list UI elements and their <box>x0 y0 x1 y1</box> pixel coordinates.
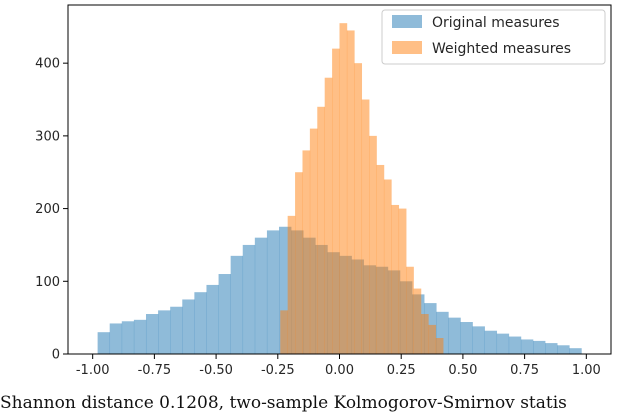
histogram-bar-series-1-bin-5 <box>317 106 325 355</box>
histogram-bar-series-1-bin-20 <box>428 324 437 354</box>
histogram-bar-series-0-bin-4 <box>145 314 159 354</box>
histogram-bar-series-1-bin-11 <box>361 99 370 354</box>
histogram-bar-series-0-bin-11 <box>230 255 244 354</box>
histogram-bar-series-1-bin-18 <box>413 288 422 354</box>
legend-label-original: Original measures <box>432 15 560 31</box>
histogram-bars <box>97 23 582 355</box>
x-tick-label: -1.00 <box>76 363 110 378</box>
histogram-bar-series-0-bin-12 <box>242 244 256 354</box>
histogram-bar-series-0-bin-37 <box>545 343 558 354</box>
legend-swatch-weighted <box>392 41 422 54</box>
histogram-bar-series-1-bin-15 <box>391 204 400 354</box>
legend-box <box>381 9 606 65</box>
histogram-bar-series-0-bin-35 <box>520 339 534 354</box>
legend-swatch-original <box>392 15 422 28</box>
histogram-bar-series-0-bin-7 <box>182 299 195 354</box>
histogram-bar-series-1-bin-21 <box>435 338 444 354</box>
histogram-bar-series-0-bin-13 <box>254 237 268 354</box>
x-tick-label: 0.00 <box>325 363 354 378</box>
x-axis-ticks: -1.00 -0.75 -0.50 -0.25 0.00 0.25 0.50 0.75 1.00 <box>76 354 601 378</box>
y-tick-label: 0 <box>52 348 60 363</box>
histogram-bar-series-0-bin-33 <box>496 333 510 354</box>
y-tick-label: 100 <box>35 275 60 290</box>
histogram-bar-series-0-bin-5 <box>158 310 171 354</box>
x-tick-label: 0.25 <box>387 363 416 378</box>
histogram-bar-series-0-bin-1 <box>109 323 123 354</box>
histogram-bar-series-1-bin-7 <box>332 48 340 354</box>
histogram-bar-series-1-bin-9 <box>346 30 355 355</box>
y-tick-label: 300 <box>35 129 60 144</box>
histogram-bar-series-0-bin-34 <box>508 336 522 354</box>
x-tick-label: -0.75 <box>138 363 172 378</box>
histogram-bar-series-1-bin-12 <box>369 135 377 354</box>
x-tick-label: -0.25 <box>261 363 295 378</box>
histogram-bar-series-1-bin-1 <box>287 215 296 354</box>
histogram-bar-series-1-bin-10 <box>354 63 363 355</box>
histogram-bar-series-1-bin-17 <box>406 266 414 354</box>
x-tick-label: 1.00 <box>572 363 601 378</box>
y-tick-label: 200 <box>35 202 60 217</box>
histogram-bar-series-0-bin-14 <box>266 230 280 354</box>
x-tick-label: 0.50 <box>448 363 477 378</box>
histogram-bar-series-0-bin-9 <box>206 284 219 354</box>
histogram-bar-series-1-bin-0 <box>280 310 288 354</box>
histogram-bar-series-0-bin-30 <box>460 322 473 354</box>
histogram-bar-series-0-bin-29 <box>448 317 461 354</box>
y-axis-ticks: 0 100 200 300 400 <box>35 57 68 363</box>
histogram-bar-series-0-bin-31 <box>472 326 485 354</box>
histogram-bar-series-0-bin-3 <box>133 319 147 354</box>
legend: Original measures Weighted measures <box>381 9 606 65</box>
histogram-bar-series-0-bin-38 <box>557 345 570 354</box>
legend-label-weighted: Weighted measures <box>432 41 571 57</box>
y-tick-label: 400 <box>35 57 60 72</box>
histogram-bar-series-0-bin-8 <box>194 292 207 354</box>
histogram-bar-series-1-bin-13 <box>376 164 385 354</box>
histogram-bar-series-0-bin-36 <box>533 340 546 354</box>
histogram-bar-series-0-bin-6 <box>170 306 183 354</box>
histogram-bar-series-1-bin-2 <box>295 172 303 354</box>
histogram-bar-series-1-bin-3 <box>302 150 311 354</box>
histogram-bar-series-1-bin-16 <box>398 208 407 354</box>
histogram-bar-series-1-bin-6 <box>324 77 333 354</box>
histogram-bar-series-1-bin-4 <box>309 128 318 354</box>
histogram-bar-series-0-bin-2 <box>121 321 135 354</box>
histogram-bar-series-0-bin-0 <box>97 332 111 354</box>
x-tick-label: 0.75 <box>510 363 539 378</box>
histogram-bar-series-1-bin-19 <box>420 314 429 354</box>
histogram-bar-series-1-bin-14 <box>383 179 392 354</box>
histogram-bar-series-0-bin-10 <box>218 274 231 354</box>
figure-caption: Shannon distance 0.1208, two-sample Kolm… <box>0 393 567 413</box>
histogram-bar-series-0-bin-39 <box>569 348 582 354</box>
histogram-bar-series-0-bin-32 <box>484 330 498 354</box>
x-tick-label: -0.50 <box>199 363 233 378</box>
histogram-bar-series-1-bin-8 <box>339 23 348 354</box>
